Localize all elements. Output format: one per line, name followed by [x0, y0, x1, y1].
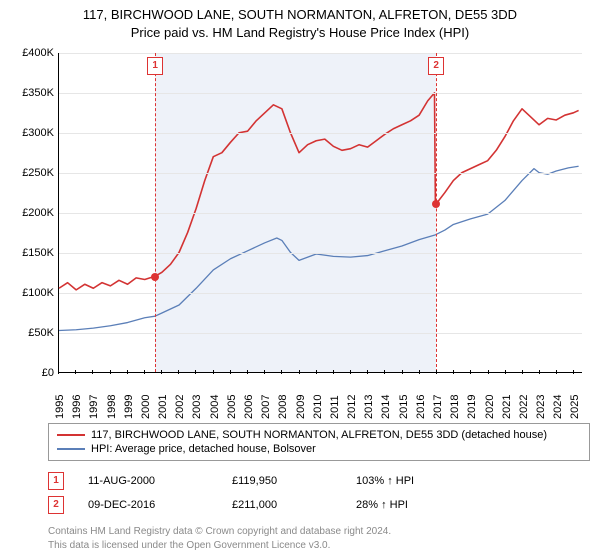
chart: £0 £50K £100K £150K £200K £250K £300K £350K £400… [10, 47, 590, 417]
event-pct-2: 28% ↑ HPI [356, 499, 456, 511]
event-date-1: 11-AUG-2000 [88, 475, 208, 487]
legend-label-red: 117, BIRCHWOOD LANE, SOUTH NORMANTON, AL… [91, 429, 547, 441]
xtick-label: 2004 [209, 395, 221, 419]
event-row-1: 1 11-AUG-2000 £119,950 103% ↑ HPI [48, 469, 590, 493]
xtick-label: 2008 [277, 395, 289, 419]
xtick-label: 2002 [174, 395, 186, 419]
event-flag: 2 [428, 57, 444, 75]
xtick-label: 2006 [243, 395, 255, 419]
xtick-label: 2017 [432, 395, 444, 419]
xtick-label: 2018 [449, 395, 461, 419]
ytick-label: £400K [10, 47, 54, 59]
event-dot [432, 200, 440, 208]
event-dot [151, 273, 159, 281]
legend-item-property: 117, BIRCHWOOD LANE, SOUTH NORMANTON, AL… [57, 428, 581, 442]
ytick-label: £50K [10, 327, 54, 339]
chart-card: 117, BIRCHWOOD LANE, SOUTH NORMANTON, AL… [0, 0, 600, 552]
ytick-label: £350K [10, 87, 54, 99]
legend-item-hpi: HPI: Average price, detached house, Bols… [57, 442, 581, 456]
xtick-label: 2024 [552, 395, 564, 419]
event-flag: 1 [147, 57, 163, 75]
event-badge-1: 1 [48, 472, 64, 490]
xtick-label: 2014 [380, 395, 392, 419]
xtick-label: 2025 [569, 395, 581, 419]
xtick-label: 2005 [226, 395, 238, 419]
xtick-label: 2007 [260, 395, 272, 419]
xtick-label: 2015 [398, 395, 410, 419]
footer-line-2: This data is licensed under the Open Gov… [48, 539, 590, 553]
ytick-label: £300K [10, 127, 54, 139]
xtick-label: 2023 [535, 395, 547, 419]
title-subtitle: Price paid vs. HM Land Registry's House … [10, 24, 590, 42]
xtick-label: 1995 [54, 395, 66, 419]
event-price-2: £211,000 [232, 499, 332, 511]
xtick-label: 2013 [363, 395, 375, 419]
ytick-label: £100K [10, 287, 54, 299]
xtick-label: 1998 [106, 395, 118, 419]
plot-area: 12 [58, 53, 582, 373]
xtick-label: 2001 [157, 395, 169, 419]
xtick-label: 2022 [518, 395, 530, 419]
legend-swatch-red [57, 434, 85, 436]
legend: 117, BIRCHWOOD LANE, SOUTH NORMANTON, AL… [48, 423, 590, 461]
xtick-label: 2009 [295, 395, 307, 419]
footer: Contains HM Land Registry data © Crown c… [48, 525, 590, 552]
xtick-label: 2016 [415, 395, 427, 419]
xtick-label: 2012 [346, 395, 358, 419]
legend-label-blue: HPI: Average price, detached house, Bols… [91, 443, 316, 455]
event-price-1: £119,950 [232, 475, 332, 487]
event-pct-1: 103% ↑ HPI [356, 475, 456, 487]
event-badge-2: 2 [48, 496, 64, 514]
title-address: 117, BIRCHWOOD LANE, SOUTH NORMANTON, AL… [10, 6, 590, 24]
xtick-label: 1996 [71, 395, 83, 419]
xtick-label: 2020 [484, 395, 496, 419]
xtick-label: 1997 [88, 395, 100, 419]
xtick-label: 2019 [466, 395, 478, 419]
xtick-label: 2011 [329, 395, 341, 419]
xtick-label: 2000 [140, 395, 152, 419]
ytick-label: £0 [10, 367, 54, 379]
legend-swatch-blue [57, 448, 85, 450]
xtick-label: 2021 [501, 395, 513, 419]
ytick-label: £200K [10, 207, 54, 219]
footer-line-1: Contains HM Land Registry data © Crown c… [48, 525, 590, 539]
ytick-label: £250K [10, 167, 54, 179]
xtick-label: 2003 [191, 395, 203, 419]
events-table: 1 11-AUG-2000 £119,950 103% ↑ HPI 2 09-D… [48, 469, 590, 517]
ytick-label: £150K [10, 247, 54, 259]
title-block: 117, BIRCHWOOD LANE, SOUTH NORMANTON, AL… [0, 0, 600, 43]
xtick-label: 2010 [312, 395, 324, 419]
event-date-2: 09-DEC-2016 [88, 499, 208, 511]
event-row-2: 2 09-DEC-2016 £211,000 28% ↑ HPI [48, 493, 590, 517]
xtick-label: 1999 [123, 395, 135, 419]
